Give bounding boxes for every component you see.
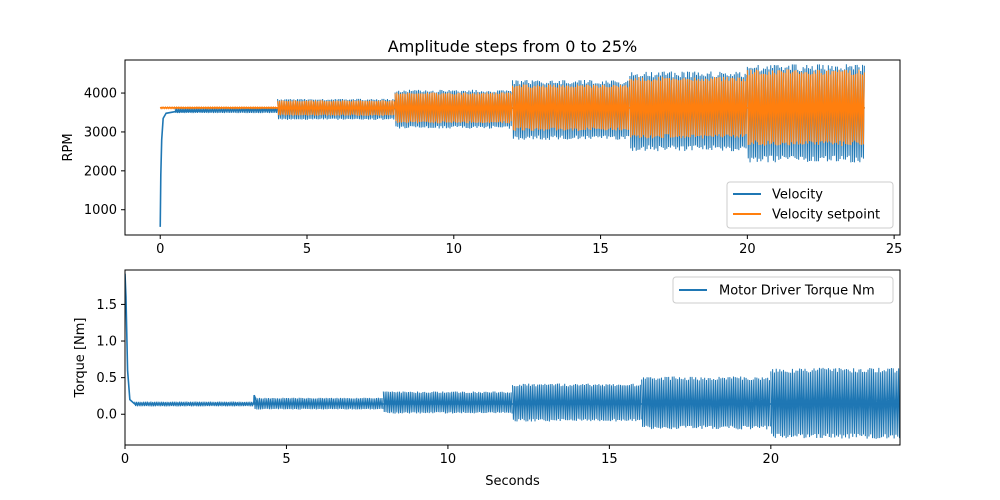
x-tick-label: 20 xyxy=(763,452,780,467)
legend-velocity-label: Velocity xyxy=(772,188,823,203)
series-1-band-1 xyxy=(277,100,396,116)
velocity-axes-frame xyxy=(124,59,901,236)
torque-plot-area xyxy=(125,273,900,439)
y-tick-label: 0.0 xyxy=(96,408,117,423)
series-0-band-5 xyxy=(770,367,900,439)
series-0-band-2 xyxy=(382,391,513,414)
torque-y-ticks: 0.0 0.5 1.0 1.5 xyxy=(96,298,125,423)
y-tick-label: 4000 xyxy=(84,87,117,102)
x-tick-label: 10 xyxy=(440,452,457,467)
x-tick-label: 15 xyxy=(601,452,618,467)
series-0-line xyxy=(125,273,900,405)
torque-y-axis-label: Torque [Nm] xyxy=(73,318,88,399)
series-0-band-4 xyxy=(641,376,771,430)
y-tick-label: 0.5 xyxy=(96,371,117,386)
velocity-y-axis-label: RPM xyxy=(61,133,76,161)
x-tick-label: 0 xyxy=(156,242,164,257)
y-tick-label: 1.0 xyxy=(96,335,117,350)
x-tick-label: 0 xyxy=(121,452,129,467)
x-tick-label: 15 xyxy=(592,242,609,257)
series-1-band-5 xyxy=(746,69,865,146)
torque-x-axis-label: Seconds xyxy=(485,474,540,489)
series-1-band-3 xyxy=(512,84,630,131)
series-0-band-0 xyxy=(134,401,254,407)
x-tick-label: 25 xyxy=(886,242,903,257)
velocity-legend-box xyxy=(726,181,894,229)
velocity-x-ticks: 0 5 10 15 20 25 xyxy=(156,235,902,257)
series-1-band-4 xyxy=(629,76,748,139)
velocity-panel: Amplitude steps from 0 to 25% 0 5 10 15 20 25… xyxy=(61,37,902,257)
velocity-plot-area xyxy=(159,64,865,227)
y-tick-label: 1.5 xyxy=(96,298,117,313)
x-tick-label: 10 xyxy=(446,242,463,257)
torque-axes-frame xyxy=(124,269,901,446)
velocity-chart-title: Amplitude steps from 0 to 25% xyxy=(388,37,637,56)
y-tick-label: 3000 xyxy=(84,125,117,140)
velocity-y-ticks: 1000 2000 3000 4000 xyxy=(84,87,125,218)
legend-velocity-setpoint-label: Velocity setpoint xyxy=(772,208,880,223)
torque-legend: Motor Driver Torque Nm xyxy=(672,276,894,304)
torque-panel: 0 5 10 15 20 0.0 0.5 1.0 1.5 Torque [Nm] Second… xyxy=(73,269,901,489)
torque-legend-box xyxy=(672,276,894,304)
y-tick-label: 2000 xyxy=(84,164,117,179)
x-tick-label: 20 xyxy=(739,242,756,257)
x-tick-label: 5 xyxy=(282,452,290,467)
x-tick-label: 5 xyxy=(303,242,311,257)
y-tick-label: 1000 xyxy=(84,203,117,218)
torque-x-ticks: 0 5 10 15 20 xyxy=(121,445,779,467)
series-1-band-2 xyxy=(394,92,513,124)
velocity-legend: Velocity Velocity setpoint xyxy=(726,181,894,229)
legend-torque-label: Motor Driver Torque Nm xyxy=(719,284,875,299)
series-0-band-3 xyxy=(512,383,642,422)
series-0-band-0 xyxy=(174,107,279,114)
